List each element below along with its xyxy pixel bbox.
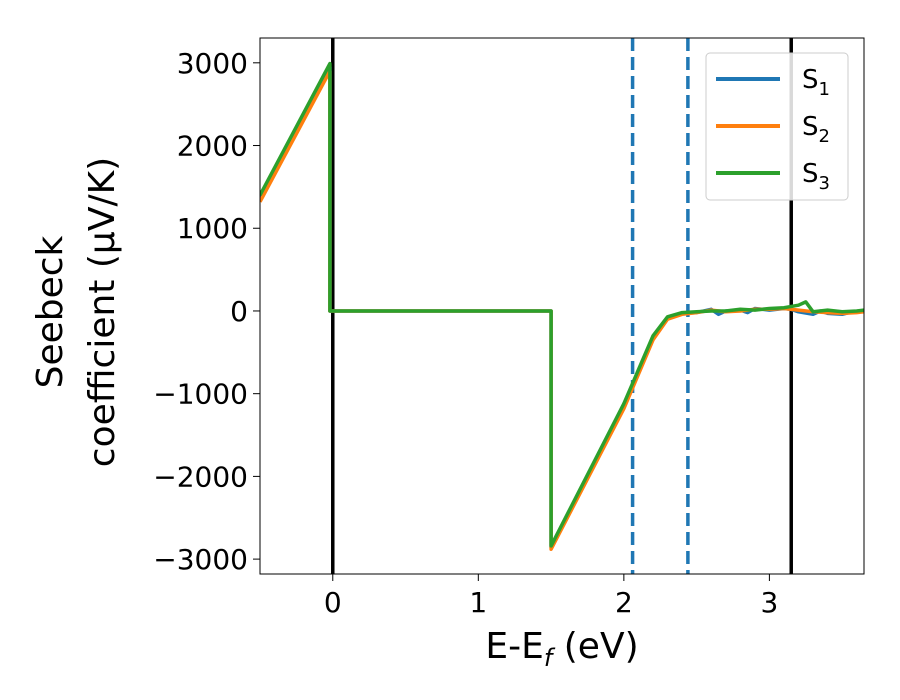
x-axis: 0 1 2 3 <box>324 574 778 619</box>
x-tick-label: 0 <box>324 586 342 619</box>
y-axis: 3000 2000 1000 0 −1000 −2000 −3000 <box>153 47 260 576</box>
x-tick-label: 3 <box>760 586 778 619</box>
x-tick-label: 2 <box>615 586 633 619</box>
x-tick-label: 1 <box>469 586 487 619</box>
series-group <box>260 61 864 551</box>
y-axis-label-line1: Seebeck <box>30 235 71 388</box>
y-tick-label: −1000 <box>153 378 248 411</box>
y-axis-label: Seebeck coefficient (μV/K) <box>30 157 123 467</box>
y-tick-label: 3000 <box>177 47 248 80</box>
plot-frame <box>259 37 865 575</box>
y-tick-label: 1000 <box>177 212 248 245</box>
legend-label-s2: S2 <box>802 112 830 147</box>
y-tick-label: 2000 <box>177 130 248 163</box>
legend-label-s3: S3 <box>802 159 830 194</box>
x-axis-label: E-Ef (eV) <box>485 626 638 672</box>
y-tick-label: −3000 <box>153 543 248 576</box>
series-line-s3 <box>260 61 864 548</box>
legend: S1 S2 S3 <box>705 52 849 201</box>
y-tick-label: 0 <box>230 295 248 328</box>
y-axis-label-line2: coefficient (μV/K) <box>82 157 123 467</box>
legend-label-s1: S1 <box>802 65 830 100</box>
y-tick-label: −2000 <box>153 460 248 493</box>
